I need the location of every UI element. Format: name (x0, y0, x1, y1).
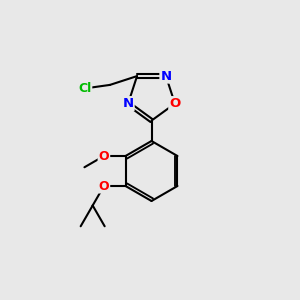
Text: O: O (99, 149, 109, 163)
Text: O: O (99, 179, 109, 193)
Text: N: N (122, 97, 134, 110)
Text: O: O (169, 97, 181, 110)
Text: Cl: Cl (78, 82, 91, 95)
Text: N: N (160, 70, 172, 83)
